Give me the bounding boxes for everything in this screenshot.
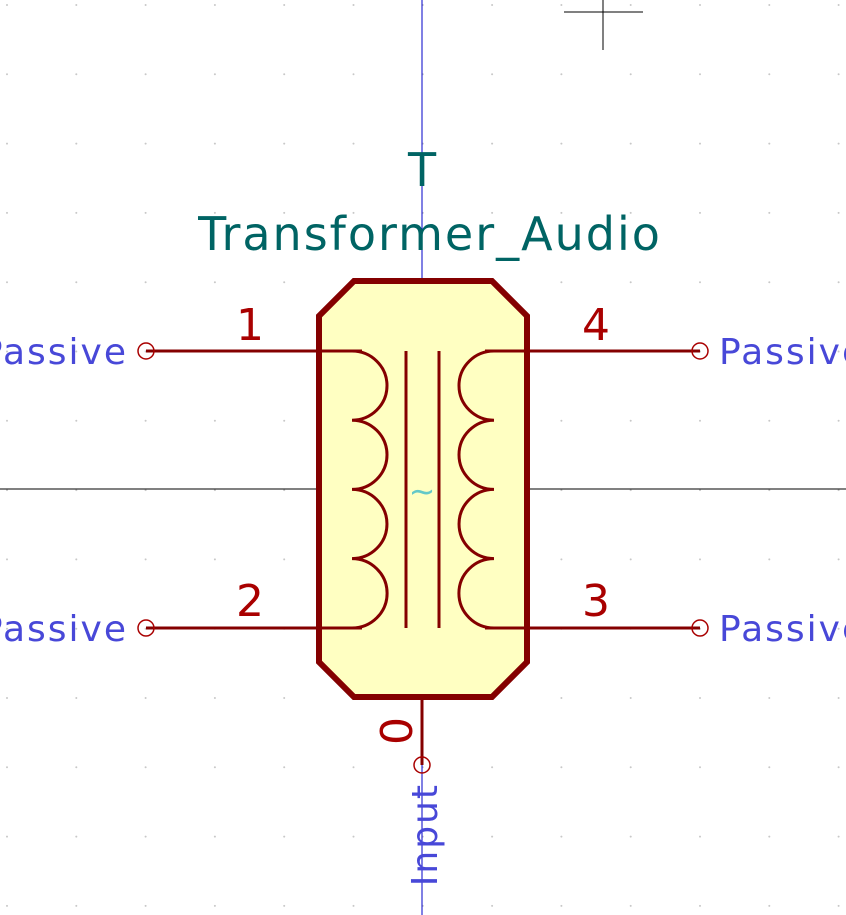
pin-type-3: Passive — [719, 609, 846, 650]
pin-number-3: 3 — [582, 576, 610, 627]
pin-type-0: Input — [405, 783, 446, 886]
pin-type-2: Passive — [0, 609, 128, 650]
transformer-body[interactable] — [316, 278, 530, 700]
pin-number-1: 1 — [236, 300, 264, 351]
pin-endpoints[interactable] — [137, 342, 709, 774]
pin-type-1: Passive — [0, 332, 128, 373]
pin-number-0: 0 — [372, 717, 423, 745]
reference-designator[interactable]: T — [407, 143, 437, 197]
transformer-core — [404, 351, 441, 628]
primary-coil — [351, 349, 389, 630]
origin-crosshair — [564, 0, 643, 50]
secondary-coil — [457, 349, 495, 630]
pin-number-2: 2 — [236, 576, 264, 627]
center-glyph: ~ — [409, 472, 436, 510]
pin-lines — [146, 349, 700, 765]
pin-number-4: 4 — [582, 300, 610, 351]
pin-type-4: Passive — [719, 332, 846, 373]
value-field[interactable]: Transformer_Audio — [197, 207, 662, 261]
